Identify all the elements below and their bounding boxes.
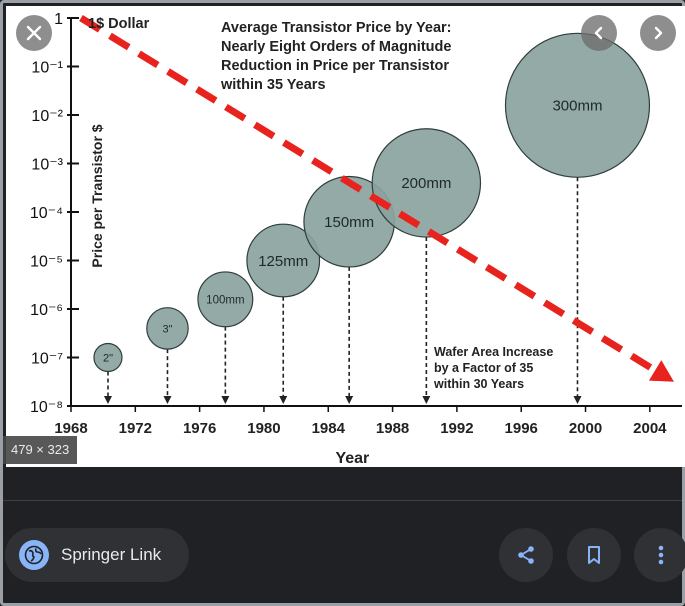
price-trend-line bbox=[79, 15, 657, 374]
wafer-drop-arrow bbox=[573, 396, 582, 404]
x-tick-label: 1996 bbox=[505, 420, 538, 437]
chart-image[interactable]: 1 10⁻¹ 10⁻² 10⁻³ 10⁻⁴ 10⁻⁵ 10⁻⁶ 10⁻⁷ 10⁻⁸ 1968 197… bbox=[6, 6, 685, 467]
x-tick-label: 2004 bbox=[633, 420, 667, 437]
x-tick-label: 2000 bbox=[569, 420, 602, 437]
y-tick-label: 10⁻² bbox=[31, 108, 63, 125]
annotation-line: by a Factor of 35 bbox=[434, 361, 533, 375]
y-tick-label: 10⁻⁴ bbox=[30, 205, 63, 222]
save-bookmark-button[interactable] bbox=[567, 528, 621, 582]
globe-icon bbox=[19, 540, 49, 570]
x-axis-label: Year bbox=[335, 450, 369, 467]
x-tick-label: 1984 bbox=[312, 420, 346, 437]
wafer-label: 125mm bbox=[258, 253, 308, 270]
wafer-circle bbox=[197, 271, 254, 328]
x-tick-label: 1988 bbox=[376, 420, 409, 437]
more-options-button[interactable] bbox=[634, 528, 685, 582]
wafer-label: 150mm bbox=[324, 214, 374, 231]
y-tick-label: 1 bbox=[54, 11, 63, 28]
y-tick-label: 10⁻⁸ bbox=[30, 399, 63, 416]
y-tick-label: 10⁻¹ bbox=[31, 60, 63, 77]
close-icon bbox=[26, 25, 42, 41]
wafer-circle bbox=[371, 128, 482, 238]
wafer-label: 100mm bbox=[206, 294, 244, 306]
wafer-drop-arrow bbox=[221, 396, 230, 404]
bookmark-icon bbox=[588, 546, 600, 564]
x-tick-label: 1980 bbox=[247, 420, 280, 437]
share-icon bbox=[518, 546, 534, 564]
chart-svg: 1 10⁻¹ 10⁻² 10⁻³ 10⁻⁴ 10⁻⁵ 10⁻⁶ 10⁻⁷ 10⁻⁸ 1968 197… bbox=[30, 11, 682, 467]
y-axis-label: Price per Transistor $ bbox=[89, 124, 105, 267]
price-trend-arrowhead bbox=[648, 360, 674, 382]
next-image-button[interactable] bbox=[640, 15, 676, 51]
annotation-line: within 30 Years bbox=[433, 377, 524, 391]
divider bbox=[3, 500, 682, 501]
y-tick-label: 10⁻³ bbox=[31, 157, 63, 174]
y-tick-label: 10⁻⁵ bbox=[30, 254, 63, 271]
share-button[interactable] bbox=[499, 528, 553, 582]
x-tick-label: 1968 bbox=[54, 420, 87, 437]
source-name: Springer Link bbox=[61, 545, 162, 564]
wafer-label: 3" bbox=[162, 323, 172, 335]
image-size-badge: 479 × 323 bbox=[3, 436, 78, 464]
wafer-label: 2" bbox=[103, 352, 113, 364]
chart-title-line: Average Transistor Price by Year: bbox=[221, 20, 452, 36]
wafer-circle bbox=[246, 223, 321, 298]
wafer-circle bbox=[146, 307, 189, 350]
chevron-left-icon bbox=[594, 26, 603, 40]
y-tick-label: 10⁻⁶ bbox=[30, 302, 63, 319]
chart-title-line: Reduction in Price per Transistor bbox=[221, 58, 449, 74]
wafer-label: 200mm bbox=[401, 175, 451, 192]
trend-start-label: 1$ Dollar bbox=[88, 16, 150, 32]
wafer-drop-arrow bbox=[422, 396, 431, 404]
wafer-drop-arrow bbox=[345, 396, 354, 404]
previous-image-button[interactable] bbox=[581, 15, 617, 51]
wafer-label: 300mm bbox=[552, 98, 602, 115]
more-vert-icon bbox=[658, 545, 664, 565]
chart-title-line: within 35 Years bbox=[220, 77, 326, 93]
x-tick-label: 1976 bbox=[183, 420, 216, 437]
chevron-right-icon bbox=[654, 26, 663, 40]
annotation-line: Wafer Area Increase bbox=[434, 345, 553, 359]
wafer-drop-arrow bbox=[103, 396, 112, 404]
chart-title-line: Nearly Eight Orders of Magnitude bbox=[221, 39, 451, 55]
wafer-circle bbox=[93, 342, 123, 373]
close-button[interactable] bbox=[16, 15, 52, 51]
source-link-chip[interactable]: Springer Link bbox=[5, 528, 189, 582]
wafer-drop-arrow bbox=[279, 396, 288, 404]
y-tick-label: 10⁻⁷ bbox=[31, 351, 63, 368]
wafer-drop-arrow bbox=[163, 396, 172, 404]
wafer-circle bbox=[504, 32, 651, 178]
x-tick-label: 1992 bbox=[440, 420, 473, 437]
x-tick-label: 1972 bbox=[119, 420, 152, 437]
